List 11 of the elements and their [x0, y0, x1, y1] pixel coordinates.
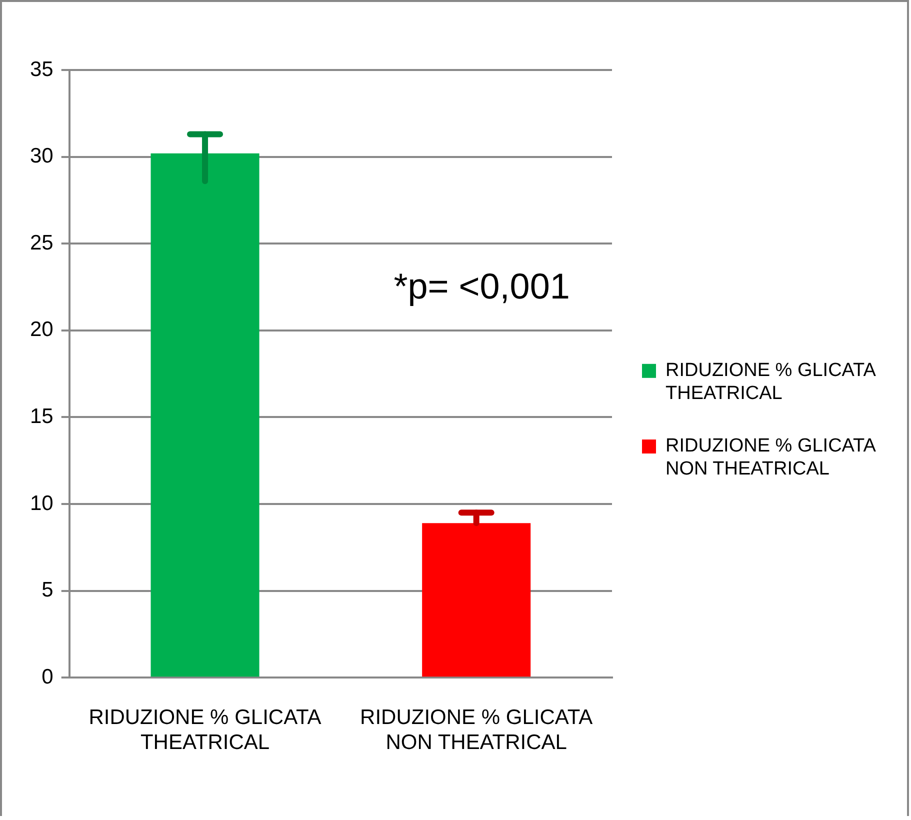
y-tick-label: 15 — [30, 404, 54, 428]
annotation: *p= <0,001 — [394, 266, 570, 307]
y-tick-label: 35 — [30, 58, 54, 81]
y-tick-label: 20 — [30, 318, 54, 342]
y-tick-label: 0 — [42, 665, 54, 688]
legend-label: RIDUZIONE % GLICATA THEATRICAL — [666, 360, 876, 404]
y-tick-label: 10 — [30, 492, 54, 515]
y-tick-label: 5 — [42, 578, 54, 602]
legend-label: RIDUZIONE % GLICATA NON THEATRICAL — [666, 436, 876, 480]
y-tick-label: 25 — [30, 231, 54, 254]
y-tick-label: 30 — [30, 144, 54, 168]
